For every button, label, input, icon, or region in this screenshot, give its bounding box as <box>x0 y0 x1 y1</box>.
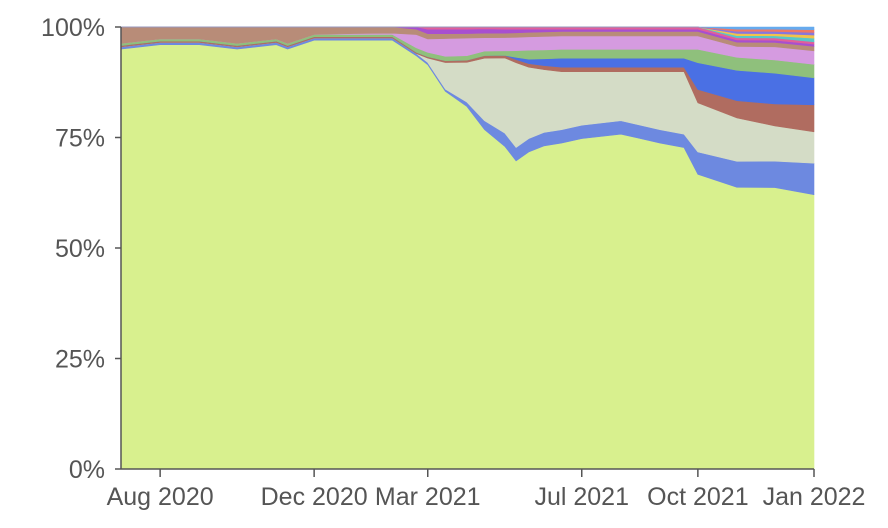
area-series-15 <box>120 26 815 30</box>
x-tick-label: Mar 2021 <box>375 483 481 511</box>
y-tick-label: 75% <box>55 125 105 153</box>
x-tick-label: Dec 2020 <box>261 483 368 511</box>
y-tick-label: 25% <box>55 346 105 374</box>
x-tick-label: Jan 2022 <box>763 483 866 511</box>
y-tick-label: 100% <box>41 14 105 42</box>
y-tick-label: 0% <box>69 456 105 484</box>
y-tick-label: 50% <box>55 235 105 263</box>
x-tick-label: Jul 2021 <box>534 483 629 511</box>
x-tick-label: Aug 2020 <box>107 483 214 511</box>
x-tick-label: Oct 2021 <box>647 483 748 511</box>
